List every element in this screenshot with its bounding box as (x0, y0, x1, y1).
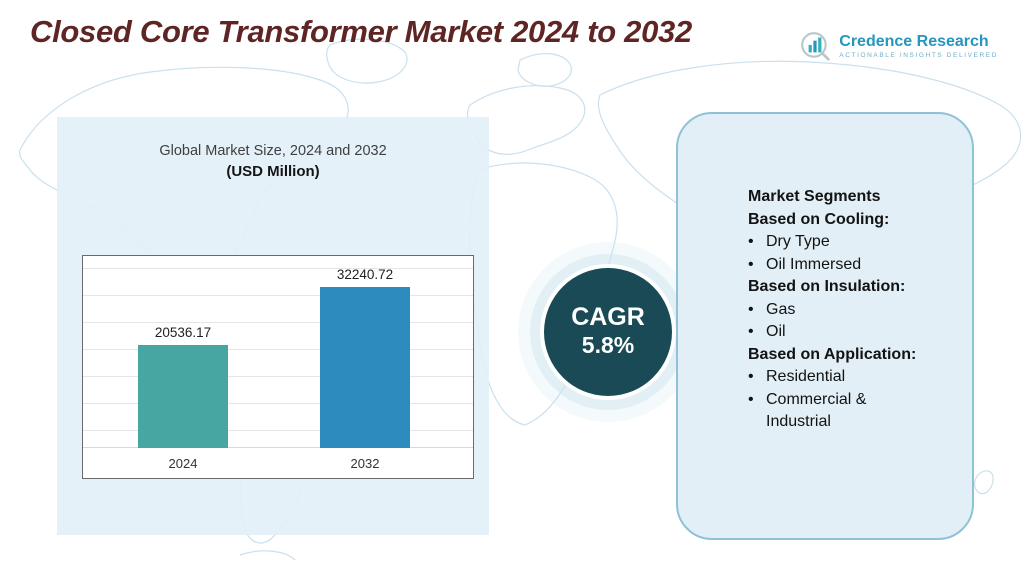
bar-value-label: 20536.17 (154, 325, 212, 340)
chart-axis-line (83, 447, 473, 448)
segment-item-label: Oil (766, 323, 786, 340)
logo-tagline: Actionable Insights Delivered (839, 52, 998, 60)
bar-group-2024: 20536.17 (138, 325, 228, 448)
segment-item-label: Residential (766, 368, 846, 385)
cagr-value: 5.8% (581, 331, 635, 358)
segment-heading-application: Based on Application: (748, 345, 917, 363)
cagr-badge: CAGR 5.8% (544, 268, 672, 396)
bar-chart: 20536.17 32240.72 2024 2032 (82, 255, 474, 479)
segment-item-label: Dry Type (766, 233, 830, 250)
bullet-icon: • (748, 323, 754, 340)
segment-item-label: Commercial & Industrial (766, 390, 867, 431)
list-item: • Oil (748, 321, 946, 344)
category-label-2024: 2024 (168, 456, 198, 471)
category-label-2032: 2032 (350, 456, 380, 471)
bar-2032 (320, 287, 410, 448)
list-item: • Dry Type (748, 231, 946, 254)
list-item: • Commercial & Industrial (748, 389, 946, 434)
segment-heading-cooling: Based on Cooling: (748, 210, 890, 228)
bullet-icon: • (748, 233, 754, 250)
list-item: • Gas (748, 299, 946, 322)
bar-value-label: 32240.72 (336, 267, 394, 282)
bullet-icon: • (748, 300, 754, 318)
segments-title: Market Segments (748, 188, 881, 205)
market-size-panel: Global Market Size, 2024 and 2032 (USD M… (57, 117, 489, 535)
chart-subtitle: (USD Million) (226, 163, 320, 180)
list-item: • Residential (748, 366, 946, 389)
bar-2024 (138, 345, 228, 448)
bar-group-2032: 32240.72 (320, 267, 410, 448)
page-title: Closed Core Transformer Market 2024 to 2… (30, 14, 692, 49)
bullet-icon: • (748, 368, 754, 385)
logo-name: Credence Research (839, 32, 989, 50)
logo-chart-magnifier-icon (801, 32, 830, 61)
bullet-icon: • (748, 255, 754, 273)
segment-item-label: Gas (766, 300, 796, 318)
chart-title: Global Market Size, 2024 and 2032 (159, 143, 387, 159)
logo-text: Credence Research Actionable Insights De… (839, 33, 998, 60)
segment-item-label: Oil Immersed (766, 255, 862, 273)
list-item: • Oil Immersed (748, 254, 946, 277)
market-segments-panel: Market Segments Based on Cooling: • Dry … (676, 112, 974, 540)
credence-research-logo: Credence Research Actionable Insights De… (799, 30, 998, 62)
segment-heading-insulation: Based on Insulation: (748, 278, 906, 295)
bullet-icon: • (748, 390, 754, 408)
market-segments-list: Market Segments Based on Cooling: • Dry … (678, 114, 972, 434)
cagr-label: CAGR (571, 303, 645, 332)
